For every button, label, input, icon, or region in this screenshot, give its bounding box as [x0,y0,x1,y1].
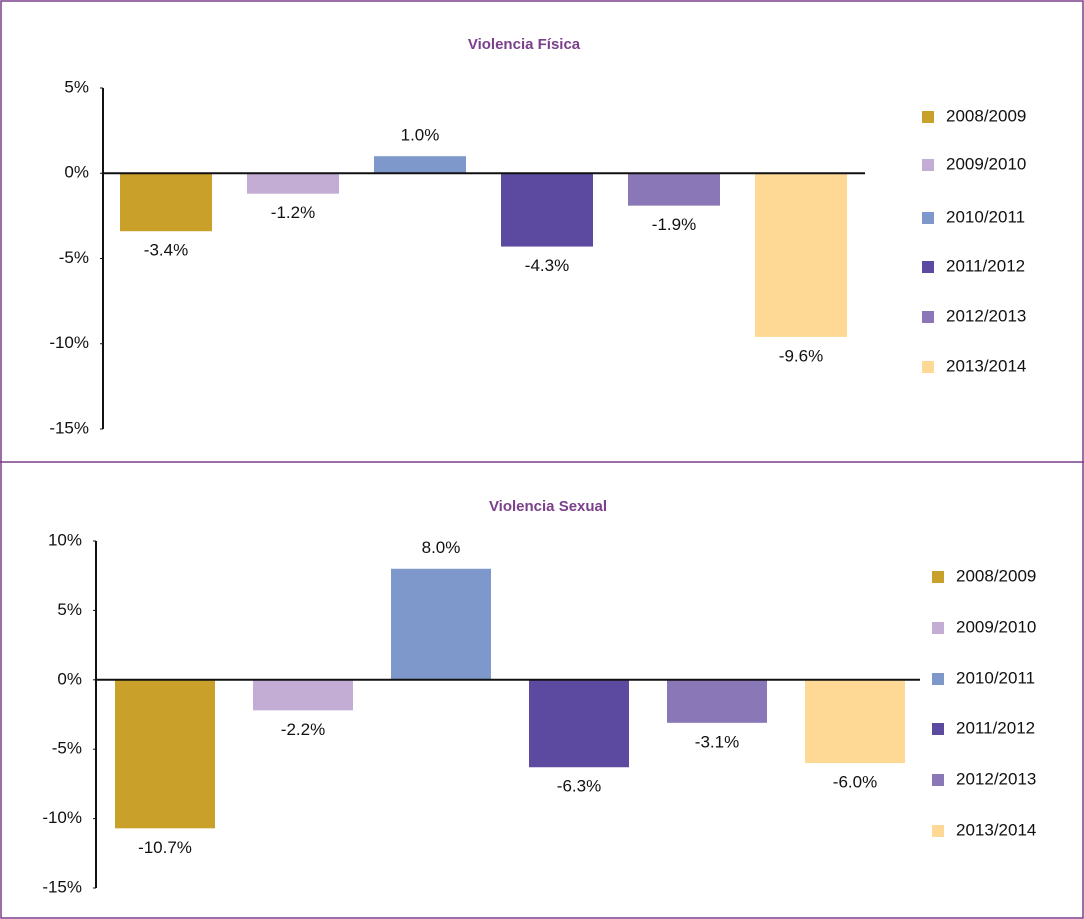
data-label: -2.2% [281,720,325,739]
data-label: -1.9% [652,215,696,234]
legend-label: 2010/2011 [956,668,1035,687]
legend-label: 2011/2012 [956,718,1035,737]
data-label: 1.0% [401,126,440,145]
bar [120,173,212,232]
legend-swatch [922,361,934,373]
data-label: 8.0% [422,538,461,557]
legend-label: 2011/2012 [946,256,1025,275]
data-label: -4.3% [525,256,569,275]
y-tick-label: -10% [42,808,82,827]
legend-label: 2012/2013 [956,769,1036,788]
chart-title: Violencia Sexual [489,498,607,515]
chart-title: Violencia Física [468,36,581,53]
legend-label: 2009/2010 [946,154,1026,173]
bar [628,173,720,206]
data-label: -3.4% [144,241,188,260]
legend-swatch [922,212,934,224]
data-label: -6.0% [833,773,877,792]
data-label: -9.6% [779,346,823,365]
legend-swatch [932,622,944,634]
legend-swatch [922,111,934,123]
data-label: -10.7% [138,838,192,857]
y-tick-label: -15% [49,418,89,437]
legend-swatch [922,311,934,323]
legend-label: 2008/2009 [946,106,1026,125]
legend-label: 2010/2011 [946,207,1025,226]
y-tick-label: -10% [49,333,89,352]
y-tick-label: 0% [64,163,89,182]
y-tick-label: 0% [57,669,82,688]
bar [253,679,353,711]
bar [115,679,215,829]
data-label: -3.1% [695,732,739,751]
bar [529,679,629,768]
bar [247,173,339,194]
legend-label: 2013/2014 [956,820,1036,839]
data-label: -1.2% [271,203,315,222]
bar [805,679,905,764]
legend-label: 2013/2014 [946,356,1026,375]
legend-swatch [932,673,944,685]
legend-label: 2009/2010 [956,617,1036,636]
legend-swatch [932,825,944,837]
legend-label: 2008/2009 [956,566,1036,585]
bar [391,568,491,680]
y-tick-label: 5% [57,600,82,619]
y-tick-label: -5% [59,248,89,267]
bar [667,679,767,723]
legend-swatch [922,261,934,273]
bar [501,173,593,247]
data-label: -6.3% [557,777,601,796]
y-tick-label: -15% [42,877,82,896]
legend-swatch [932,723,944,735]
legend-swatch [932,571,944,583]
legend-label: 2012/2013 [946,306,1026,325]
y-tick-label: 10% [48,530,82,549]
bar [755,173,847,337]
y-tick-label: -5% [52,739,82,758]
bar [374,156,466,174]
legend-swatch [932,774,944,786]
y-tick-label: 5% [64,77,89,96]
legend-swatch [922,159,934,171]
